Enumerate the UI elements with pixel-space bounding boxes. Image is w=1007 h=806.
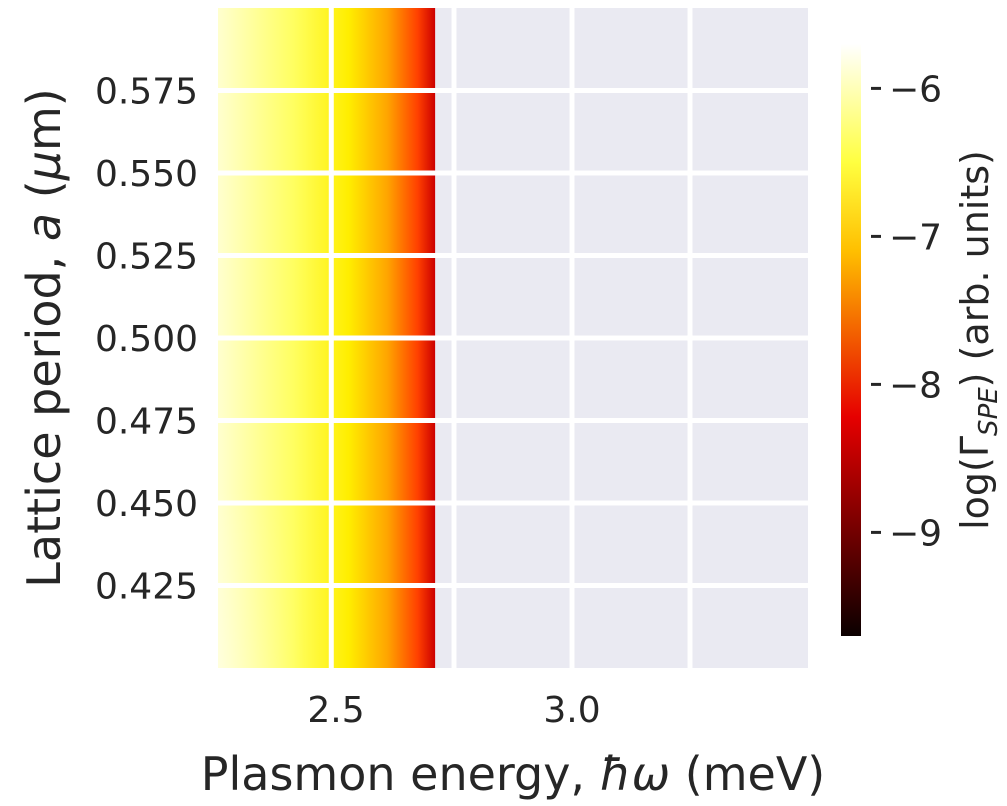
y-tick-label: 0.575 xyxy=(95,72,198,113)
y-axis-label: Lattice period, a (μm) xyxy=(17,88,71,588)
x-tick-label: 3.0 xyxy=(543,690,600,731)
colorbar-gradient xyxy=(841,44,861,636)
colorbar-tick-label: −6 xyxy=(889,69,942,110)
x-tick-labels: 2.5 3.0 xyxy=(307,690,600,731)
x-tick-label: 2.5 xyxy=(307,690,364,731)
y-tick-label: 0.525 xyxy=(95,237,198,278)
y-tick-label: 0.425 xyxy=(95,567,198,608)
y-tick-label: 0.450 xyxy=(95,484,198,525)
colorbar-tick-label: −7 xyxy=(889,217,942,258)
colorbar: −9 −8 −7 −6 log(ΓSPE) (arb. units) xyxy=(841,44,1004,636)
y-tick-labels: 0.425 0.450 0.475 0.500 0.525 0.550 0.575 xyxy=(95,72,198,608)
colorbar-ticks: −9 −8 −7 −6 xyxy=(871,69,942,554)
colorbar-label: log(ΓSPE) (arb. units) xyxy=(953,150,1004,530)
plot-area xyxy=(218,8,808,668)
y-tick-label: 0.475 xyxy=(95,402,198,443)
y-tick-label: 0.550 xyxy=(95,154,198,195)
x-axis-label: Plasmon energy, ħω (meV) xyxy=(201,747,826,801)
y-tick-label: 0.500 xyxy=(95,319,198,360)
colorbar-tick-label: −9 xyxy=(889,513,942,554)
grid-lines xyxy=(218,8,808,668)
colorbar-tick-label: −8 xyxy=(889,365,942,406)
